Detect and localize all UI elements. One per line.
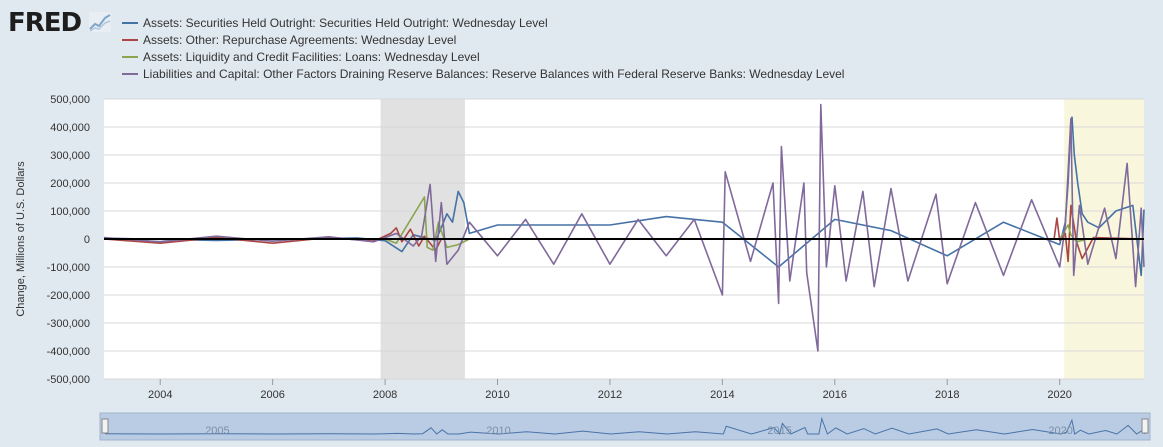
y-axis-label: Change, Millions of U.S. Dollars: [15, 161, 27, 317]
y-tick-label: -500,000: [47, 374, 90, 386]
navigator-year-label: 2010: [486, 425, 510, 437]
x-tick-label: 2020: [1047, 389, 1071, 401]
navigator-year-label: 2020: [1048, 425, 1072, 437]
x-tick-label: 2008: [373, 389, 397, 401]
legend-label: Assets: Securities Held Outright: Securi…: [143, 15, 548, 30]
series-line: [103, 103, 1145, 352]
legend-item[interactable]: Assets: Liquidity and Credit Facilities:…: [122, 48, 844, 65]
navigator-year-label: 2005: [205, 425, 229, 437]
navigator-selection: [99, 412, 1151, 441]
y-tick-label: 100,000: [50, 206, 90, 218]
x-tick-label: 2006: [260, 389, 284, 401]
legend-label: Liabilities and Capital: Other Factors D…: [143, 66, 845, 81]
navigator-handle[interactable]: [1141, 418, 1149, 434]
fred-chart-logo-icon: [89, 12, 111, 32]
legend-item[interactable]: Assets: Securities Held Outright: Securi…: [122, 14, 844, 31]
y-tick-label: -200,000: [47, 290, 90, 302]
legend-swatch: [122, 21, 138, 24]
legend-swatch: [122, 55, 138, 58]
y-tick-label: 0: [84, 234, 90, 246]
x-tick-label: 2010: [485, 389, 509, 401]
navigator-series: [104, 416, 1146, 436]
chart-legend: Assets: Securities Held Outright: Securi…: [122, 14, 844, 82]
y-tick-label: -400,000: [47, 346, 90, 358]
y-tick-label: -100,000: [47, 262, 90, 274]
y-tick-label: 200,000: [50, 178, 90, 190]
y-tick-label: -300,000: [47, 318, 90, 330]
legend-item[interactable]: Assets: Other: Repurchase Agreements: We…: [122, 31, 844, 48]
legend-swatch: [122, 72, 138, 75]
fred-logo[interactable]: FRED: [8, 8, 82, 38]
legend-label: Assets: Liquidity and Credit Facilities:…: [143, 49, 480, 64]
y-tick-label: 500,000: [50, 94, 90, 106]
x-tick-label: 2014: [710, 389, 734, 401]
chart-header: FRED Assets: Securities Held Outright: S…: [0, 0, 1163, 92]
x-tick-label: 2004: [148, 389, 172, 401]
range-navigator: 2005 2010 2015 2020: [99, 412, 1151, 441]
x-tick-label: 2018: [935, 389, 959, 401]
legend-swatch: [122, 38, 138, 41]
x-tick-label: 2016: [823, 389, 847, 401]
navigator-year-label: 2015: [767, 425, 791, 437]
y-tick-label: 400,000: [50, 122, 90, 134]
x-tick-label: 2012: [598, 389, 622, 401]
legend-item[interactable]: Liabilities and Capital: Other Factors D…: [122, 65, 844, 82]
legend-label: Assets: Other: Repurchase Agreements: We…: [143, 32, 457, 47]
navigator-handle[interactable]: [101, 418, 109, 434]
y-tick-label: 300,000: [50, 150, 90, 162]
